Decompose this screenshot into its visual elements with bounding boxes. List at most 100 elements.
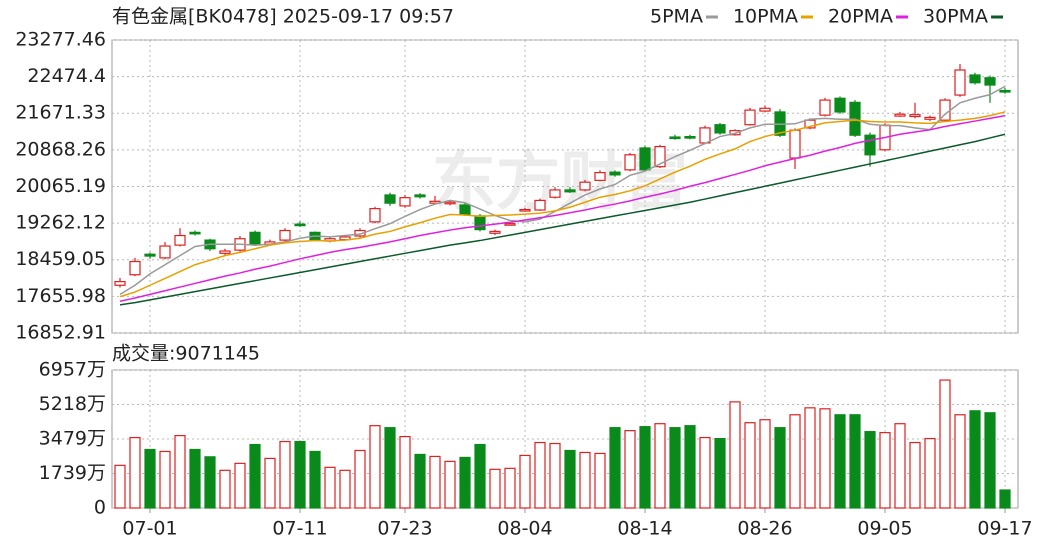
y-tick-label: 0 [94,497,106,519]
volume-bar [774,427,786,509]
volume-bar [969,410,981,509]
candle-body [564,189,576,193]
volume-bar [324,466,336,509]
volume-bar [804,407,816,509]
volume-bar [534,441,546,509]
candle-body [189,231,201,235]
y-tick-label: 17655.98 [15,285,106,307]
volume-bar [939,379,951,509]
volume-bar [264,457,276,509]
volume-bar [819,408,831,509]
volume-bar [864,431,876,509]
volume-bar [609,427,621,509]
candle-body [684,135,696,139]
candle-body [699,127,711,144]
ma-line [119,133,1006,306]
candle-body [594,171,606,181]
volume-bar [684,425,696,509]
candle-body [639,147,651,171]
volume-bar [294,440,306,509]
candle-body [924,116,936,120]
candle-body [414,194,426,198]
volume-bar [174,434,186,509]
volume-bar [459,456,471,509]
volume-bar [279,440,291,509]
candle-body [144,253,156,257]
candle-body [714,124,726,134]
candle-body [744,109,756,126]
volume-bar [699,436,711,509]
volume-bar [984,412,996,509]
x-tick-label: 07-01 [122,518,177,540]
volume-bar [639,426,651,509]
candle-body [579,181,591,191]
y-tick-label: 23277.46 [15,29,106,51]
candle-body [174,234,186,246]
y-tick-label: 22474.4 [27,65,106,87]
candle-body [354,229,366,237]
volume-bar [594,452,606,509]
y-tick-label: 6957万 [39,359,106,381]
x-tick-label: 08-26 [737,518,792,540]
volume-bar [474,443,486,509]
volume-bar [759,419,771,509]
candle-body [279,229,291,241]
candle-body [819,99,831,116]
volume-bar [144,448,156,509]
candle-body [984,77,996,86]
volume-bar [924,437,936,509]
volume-bar [879,432,891,509]
volume-bar [249,443,261,509]
y-tick-label: 18459.05 [15,248,106,270]
y-tick-label: 19262.12 [15,212,106,234]
volume-bar [849,414,861,509]
candle-body [999,89,1011,93]
volume-bar [894,423,906,509]
volume-bar [384,427,396,509]
candle-body [219,250,231,254]
candle-body [399,197,411,207]
volume-bar [624,430,636,509]
legend-label: 20PMA [828,6,893,28]
candle-body [759,107,771,112]
y-tick-label: 16852.91 [15,322,106,344]
volume-bar [669,427,681,509]
volume-bar [399,435,411,509]
candle-body [459,204,471,216]
volume-bar [549,442,561,509]
volume-bar [579,451,591,509]
volume-bar [129,436,141,509]
candle-body [534,199,546,211]
candle-body [969,74,981,84]
x-tick-label: 08-04 [497,518,552,540]
candle-body [384,194,396,204]
x-tick-label: 08-14 [617,518,672,540]
volume-bar [714,437,726,509]
volume-bar [834,414,846,509]
volume-bar [504,467,516,509]
candle-body [789,129,801,159]
candle-body [519,208,531,212]
x-tick-label: 07-23 [377,518,432,540]
volume-bar [519,454,531,509]
candle-body [909,114,921,118]
volume-bar [204,456,216,509]
y-tick-label: 20065.19 [15,175,106,197]
candle-body [804,119,816,129]
candle-body [444,201,456,205]
volume-bar [909,441,921,509]
candle-body [834,97,846,113]
legend-label: 30PMA [923,6,988,28]
volume-bar [744,422,756,509]
x-tick-label: 09-17 [977,518,1032,540]
y-tick-label: 3479万 [39,427,106,449]
volume-bar [219,469,231,509]
volume-bar [954,414,966,509]
candle-body [549,189,561,198]
volume-title: 成交量:9071145 [112,343,260,365]
volume-bar [429,455,441,509]
x-tick-label: 07-11 [272,518,327,540]
ma-line [119,111,1006,298]
